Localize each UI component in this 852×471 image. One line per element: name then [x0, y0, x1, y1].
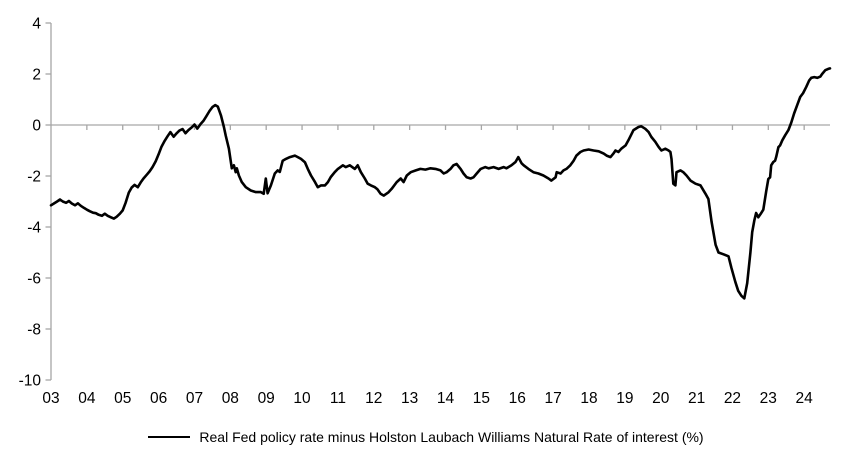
x-tick-label: 06	[150, 390, 167, 407]
x-tick-label: 19	[616, 390, 633, 407]
x-tick-label: 09	[258, 390, 275, 407]
y-tick-label: 4	[32, 16, 41, 33]
x-tick-label: 21	[688, 390, 705, 407]
legend-line-sample	[148, 436, 191, 438]
x-tick-label: 22	[724, 390, 741, 407]
x-tick-label: 17	[544, 390, 561, 407]
y-tick-label: -2	[27, 169, 41, 186]
y-tick-label: 0	[32, 118, 41, 135]
y-tick-label: -8	[27, 322, 41, 339]
x-tick-label: 04	[78, 390, 96, 407]
x-tick-label: 23	[760, 390, 777, 407]
y-tick-label: -10	[19, 373, 42, 390]
y-tick-label: -4	[27, 220, 41, 237]
legend: Real Fed policy rate minus Holston Lauba…	[0, 429, 852, 445]
x-tick-label: 07	[186, 390, 203, 407]
x-tick-label: 18	[580, 390, 597, 407]
x-tick-label: 24	[796, 390, 814, 407]
x-tick-label: 12	[365, 390, 382, 407]
x-tick-label: 08	[222, 390, 239, 407]
legend-label: Real Fed policy rate minus Holston Lauba…	[199, 429, 704, 445]
x-tick-label: 10	[293, 390, 311, 407]
y-tick-label: -6	[27, 271, 41, 288]
x-tick-label: 16	[509, 390, 526, 407]
x-tick-label: 13	[401, 390, 418, 407]
y-tick-label: 2	[32, 67, 41, 84]
x-tick-label: 11	[330, 390, 346, 407]
data-line	[49, 67, 832, 300]
x-tick-label: 15	[473, 390, 490, 407]
x-tick-label: 20	[652, 390, 670, 407]
x-tick-label: 05	[114, 390, 131, 407]
x-tick-label: 14	[437, 390, 455, 407]
x-tick-label: 03	[42, 390, 59, 407]
